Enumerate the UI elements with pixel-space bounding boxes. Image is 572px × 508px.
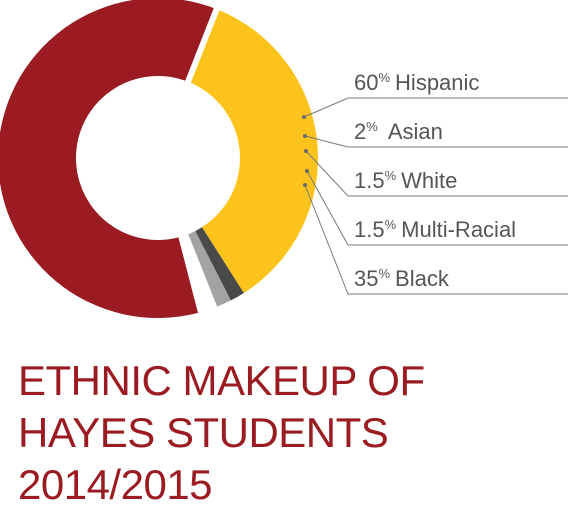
label-value-asian: 2 — [354, 119, 366, 144]
label-percent-sign: % — [385, 168, 397, 183]
slice-black — [188, 9, 319, 293]
leader-line-hispanic — [303, 97, 568, 118]
leader-line-black — [304, 184, 568, 295]
label-value-black: 35 — [354, 266, 378, 291]
label-percent-sign: % — [366, 119, 378, 134]
label-black: 35% Black — [354, 266, 450, 291]
leader-dot-hispanic — [302, 115, 306, 119]
chart-title-line-2: HAYES STUDENTS — [18, 409, 389, 456]
leader-dot-black — [303, 183, 307, 187]
label-name-multi-racial: Multi-Racial — [401, 217, 516, 242]
label-name-asian: Asian — [388, 119, 443, 144]
label-value-multi-racial: 1.5 — [354, 217, 385, 242]
leader-line-asian — [304, 135, 568, 148]
label-asian: 2% Asian — [354, 119, 443, 144]
label-percent-sign: % — [385, 217, 397, 232]
label-percent-sign: % — [378, 70, 390, 85]
label-name-black: Black — [395, 266, 450, 291]
label-value-hispanic: 60 — [354, 70, 378, 95]
chart-title-line-3: 2014/2015 — [18, 461, 213, 508]
label-hispanic: 60% Hispanic — [354, 70, 479, 95]
slice-hispanic — [0, 0, 217, 318]
leader-dot-white — [304, 149, 308, 153]
leader-line-multi-racial — [306, 170, 568, 246]
label-percent-sign: % — [378, 266, 390, 281]
label-value-white: 1.5 — [354, 168, 385, 193]
label-name-white: White — [401, 168, 457, 193]
chart-title-line-1: ETHNIC MAKEUP OF — [18, 357, 425, 404]
label-white: 1.5% White — [354, 168, 457, 193]
leader-dot-asian — [303, 134, 307, 138]
leader-lines — [302, 97, 568, 295]
slice-asian — [178, 234, 218, 313]
slice-white — [188, 230, 231, 307]
donut-slices — [0, 0, 319, 318]
leader-line-white — [305, 150, 568, 197]
leader-dot-multi-racial — [305, 169, 309, 173]
label-name-hispanic: Hispanic — [395, 70, 479, 95]
label-multi-racial: 1.5% Multi-Racial — [354, 217, 516, 242]
slice-separator — [184, 6, 221, 85]
slice-multi-racial — [195, 227, 244, 301]
